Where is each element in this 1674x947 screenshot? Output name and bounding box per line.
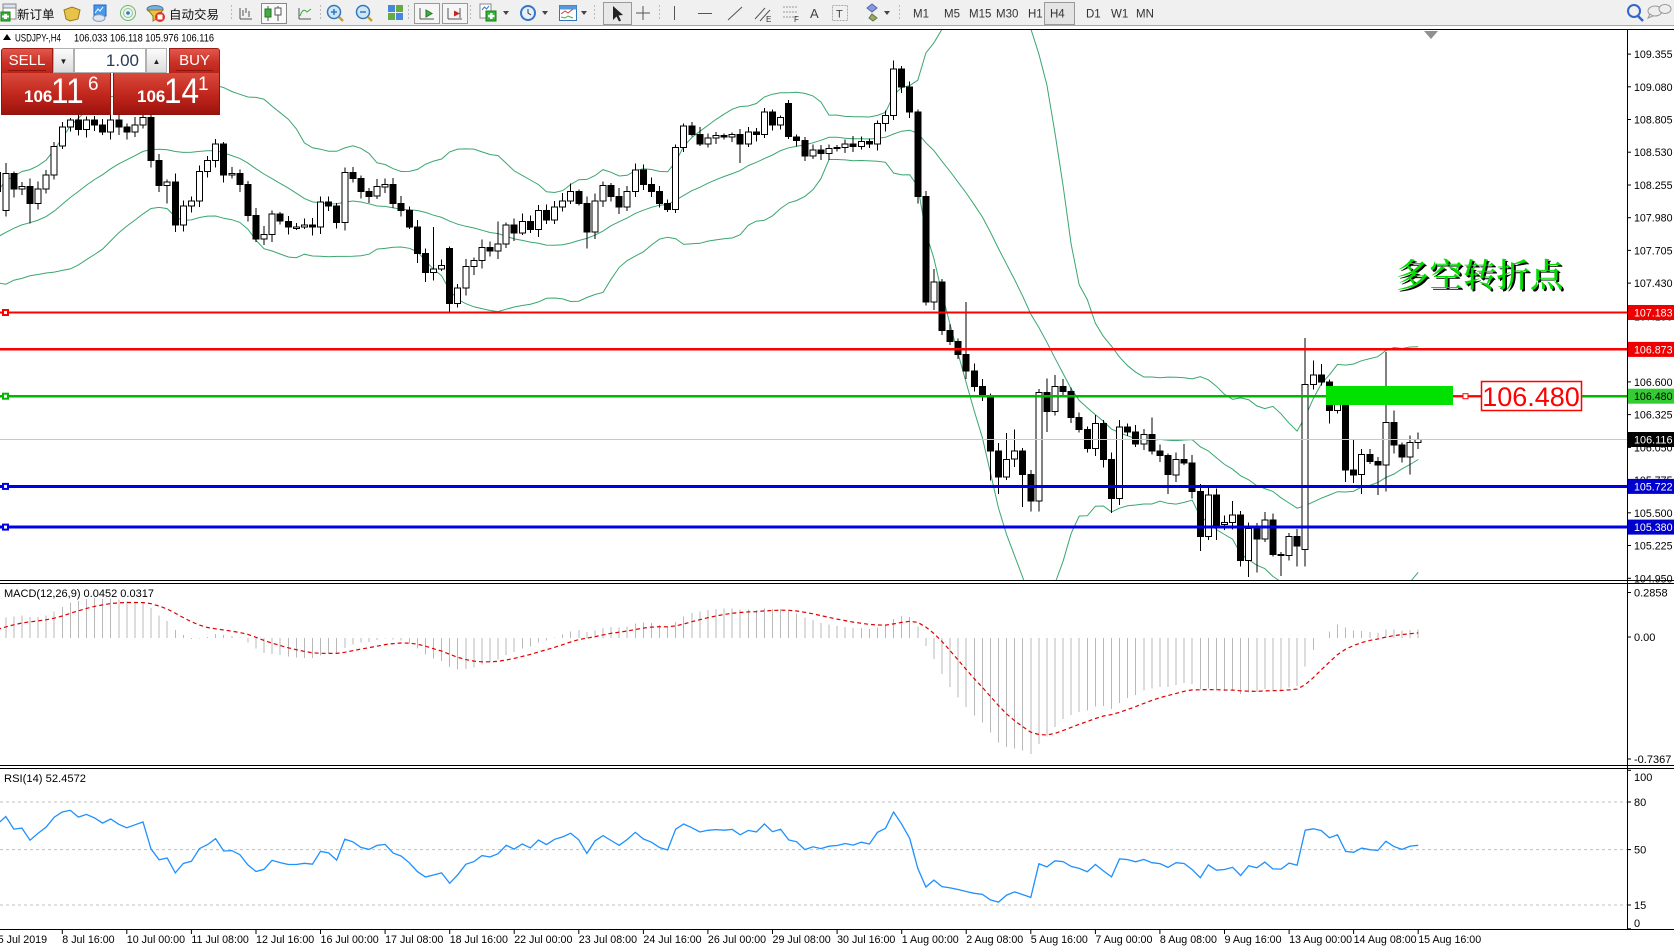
svg-text:8 Aug 08:00: 8 Aug 08:00 xyxy=(1160,934,1217,946)
svg-text:50: 50 xyxy=(1634,845,1646,857)
svg-text:5 Jul 2019: 5 Jul 2019 xyxy=(0,934,47,946)
svg-text:106.033 106.118 105.976 106.11: 106.033 106.118 105.976 106.116 xyxy=(74,33,214,45)
svg-text:108.805: 108.805 xyxy=(1634,115,1673,127)
svg-text:M15: M15 xyxy=(969,9,991,21)
svg-text:80: 80 xyxy=(1634,797,1646,809)
svg-text:RSI(14) 52.4572: RSI(14) 52.4572 xyxy=(4,773,86,785)
svg-text:H1: H1 xyxy=(1028,9,1043,21)
svg-text:106.600: 106.600 xyxy=(1634,377,1673,389)
svg-text:-0.7367: -0.7367 xyxy=(1634,754,1671,766)
svg-text:USDJPY-,H4: USDJPY-,H4 xyxy=(15,33,61,45)
svg-text:22 Jul 00:00: 22 Jul 00:00 xyxy=(514,934,572,946)
svg-text:MN: MN xyxy=(1136,9,1154,21)
svg-text:MACD(12,26,9) 0.0452 0.0317: MACD(12,26,9) 0.0452 0.0317 xyxy=(4,588,154,600)
svg-text:106.116: 106.116 xyxy=(1634,435,1673,447)
svg-text:106.480: 106.480 xyxy=(1634,391,1673,403)
svg-text:105.380: 105.380 xyxy=(1634,522,1673,534)
svg-text:107.705: 107.705 xyxy=(1634,245,1673,257)
svg-text:26 Jul 00:00: 26 Jul 00:00 xyxy=(708,934,766,946)
svg-text:107.183: 107.183 xyxy=(1634,308,1673,320)
svg-text:M1: M1 xyxy=(913,9,929,21)
svg-text:7 Aug 00:00: 7 Aug 00:00 xyxy=(1095,934,1152,946)
svg-text:13 Aug 00:00: 13 Aug 00:00 xyxy=(1289,934,1352,946)
svg-text:M30: M30 xyxy=(996,9,1018,21)
svg-text:2 Aug 08:00: 2 Aug 08:00 xyxy=(966,934,1023,946)
svg-text:15 Aug 16:00: 15 Aug 16:00 xyxy=(1418,934,1481,946)
svg-text:12 Jul 16:00: 12 Jul 16:00 xyxy=(256,934,314,946)
svg-text:0.00: 0.00 xyxy=(1634,632,1655,644)
svg-text:16 Jul 00:00: 16 Jul 00:00 xyxy=(321,934,379,946)
svg-text:107.430: 107.430 xyxy=(1634,278,1673,290)
svg-text:E: E xyxy=(766,15,771,24)
svg-text:0: 0 xyxy=(1634,918,1640,930)
svg-text:106.873: 106.873 xyxy=(1634,344,1673,356)
svg-text:H4: H4 xyxy=(1050,9,1065,21)
svg-text:A: A xyxy=(810,6,819,21)
svg-text:104.950: 104.950 xyxy=(1634,573,1673,585)
svg-text:105.722: 105.722 xyxy=(1634,481,1673,493)
svg-text:0.2858: 0.2858 xyxy=(1634,588,1668,600)
svg-text:109.355: 109.355 xyxy=(1634,49,1673,61)
svg-text:15: 15 xyxy=(1634,900,1646,912)
svg-text:105.500: 105.500 xyxy=(1634,508,1673,520)
svg-text:24 Jul 16:00: 24 Jul 16:00 xyxy=(643,934,701,946)
svg-text:108.530: 108.530 xyxy=(1634,147,1673,159)
svg-text:14 Aug 08:00: 14 Aug 08:00 xyxy=(1354,934,1417,946)
svg-text:8 Jul 16:00: 8 Jul 16:00 xyxy=(62,934,114,946)
svg-text:D1: D1 xyxy=(1086,9,1101,21)
svg-text:105.225: 105.225 xyxy=(1634,541,1673,553)
svg-text:T: T xyxy=(836,9,843,21)
svg-text:5 Aug 16:00: 5 Aug 16:00 xyxy=(1031,934,1088,946)
svg-text:M5: M5 xyxy=(944,9,960,21)
svg-text:107.980: 107.980 xyxy=(1634,213,1673,225)
svg-text:10 Jul 00:00: 10 Jul 00:00 xyxy=(127,934,185,946)
svg-text:106.480: 106.480 xyxy=(1482,382,1580,412)
svg-text:106.325: 106.325 xyxy=(1634,410,1673,422)
svg-text:17 Jul 08:00: 17 Jul 08:00 xyxy=(385,934,443,946)
svg-text:11 Jul 08:00: 11 Jul 08:00 xyxy=(191,934,248,946)
svg-text:109.080: 109.080 xyxy=(1634,82,1673,94)
svg-text:29 Jul 08:00: 29 Jul 08:00 xyxy=(773,934,831,946)
svg-text:23 Jul 08:00: 23 Jul 08:00 xyxy=(579,934,637,946)
svg-text:9 Aug 16:00: 9 Aug 16:00 xyxy=(1225,934,1282,946)
svg-text:1 Aug 00:00: 1 Aug 00:00 xyxy=(902,934,959,946)
svg-text:W1: W1 xyxy=(1111,9,1128,21)
svg-text:18 Jul 16:00: 18 Jul 16:00 xyxy=(450,934,508,946)
svg-text:30 Jul 16:00: 30 Jul 16:00 xyxy=(837,934,895,946)
svg-text:F: F xyxy=(794,15,799,24)
svg-text:108.255: 108.255 xyxy=(1634,180,1673,192)
svg-text:100: 100 xyxy=(1634,772,1652,784)
